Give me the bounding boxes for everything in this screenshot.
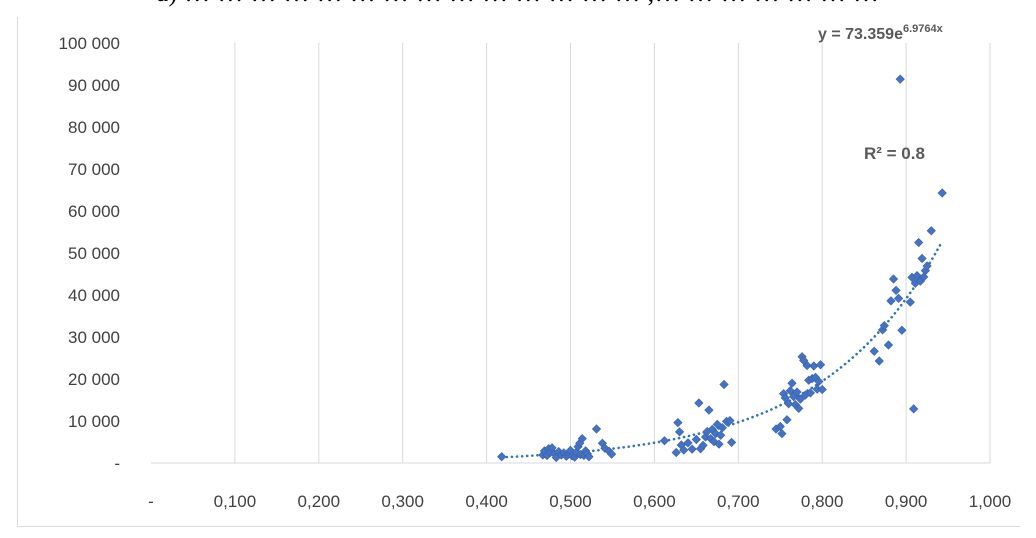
y-tick-label: 80 000 [68,118,120,137]
x-tick-label: 0,100 [214,492,257,511]
x-tick-label: 1,000 [969,492,1012,511]
data-point [719,379,729,390]
data-point [937,188,947,198]
data-point [886,296,896,306]
data-point [780,393,790,403]
trendline-equation: y = 73.359e6.9764x [818,23,944,43]
data-point [909,404,919,414]
x-tick-label: 0,300 [381,492,424,511]
x-tick-label: 0,500 [549,492,592,511]
data-point [794,403,804,414]
chart-frame [17,17,1020,527]
data-point [893,293,904,303]
x-tick-label: 0,700 [717,492,760,511]
y-tick-label: 100 000 [59,34,120,53]
y-tick-label: - [114,454,120,473]
data-point [659,436,670,446]
trendline-equation-exponent: 6.9764x [903,23,944,35]
data-point [879,321,889,331]
data-point [895,74,905,84]
data-point [802,360,812,371]
y-tick-label: 10 000 [68,412,120,431]
data-point [700,432,711,442]
data-point [584,452,594,462]
r-squared-label: R² = 0.8 [864,144,925,163]
data-point [926,226,936,236]
data-point [874,356,884,366]
data-point [698,440,708,450]
x-tick-label: - [148,492,154,511]
data-point [777,428,787,439]
data-point [814,376,824,387]
data-point [809,361,819,371]
y-tick-label: 90 000 [68,76,120,95]
data-point [815,360,826,370]
data-point [805,388,816,398]
data-point [497,452,507,462]
data-point [883,340,894,350]
x-axis-ticks: - 0,100 0,200 0,300 0,400 0,500 0,600 0,700 0,80… [148,492,1011,511]
data-point [716,430,726,440]
data-point [792,387,802,397]
x-tick-label: 0,400 [465,492,508,511]
data-point [795,394,806,404]
data-point [922,261,932,271]
y-tick-label: 20 000 [68,370,120,389]
data-point [817,384,827,395]
data-point [671,447,681,458]
data-point [905,297,915,307]
y-tick-label: 30 000 [68,328,120,347]
data-point [606,449,617,459]
x-tick-label: 0,600 [633,492,676,511]
y-tick-label: 40 000 [68,286,120,305]
data-point [687,444,697,454]
x-tick-label: 0,900 [885,492,928,511]
data-point [591,424,602,434]
data-point [691,434,701,445]
data-point [917,253,927,264]
y-axis-ticks: - 10 000 20 000 30 000 40 000 50 000 60 000 70 … [59,34,120,473]
data-point [683,438,693,448]
data-point [725,415,735,426]
data-point [897,325,907,335]
data-point [891,285,901,296]
data-point [711,428,721,439]
data-point [784,399,794,409]
data-point [869,346,879,356]
data-point [600,443,610,453]
data-point [782,415,792,425]
trendline-equation-base: y = 73.359e [818,26,903,43]
data-point [674,427,685,437]
x-tick-label: 0,800 [801,492,844,511]
data-point [704,405,714,415]
x-tick-label: 0,200 [298,492,341,511]
data-point [571,447,581,457]
data-point [785,386,795,396]
data-point [914,237,924,248]
data-point [888,274,899,284]
y-tick-label: 60 000 [68,202,120,221]
data-point [714,439,724,449]
data-points [497,74,947,463]
y-tick-label: 70 000 [68,160,120,179]
gridlines [234,43,991,463]
data-point [726,437,737,448]
data-point [673,418,683,428]
data-point [679,445,689,455]
data-point [577,434,587,444]
data-point [787,378,797,388]
data-point [694,398,704,408]
data-point [717,423,727,433]
y-tick-label: 50 000 [68,244,120,263]
